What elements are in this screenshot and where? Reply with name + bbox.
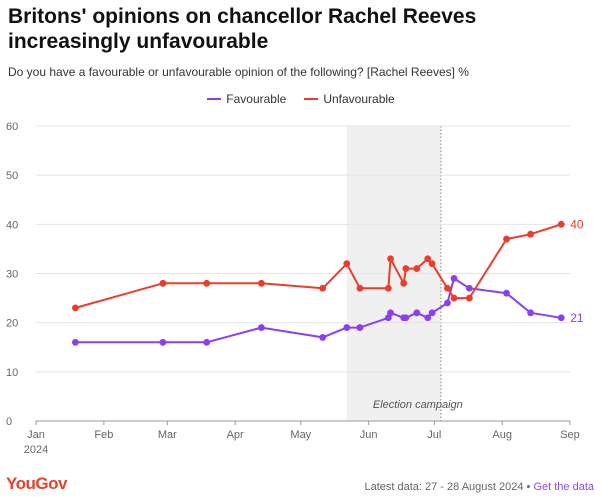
legend-swatch-unfavourable xyxy=(304,98,319,100)
x-tick-label-jul: Jul xyxy=(427,429,441,441)
data-point-favourable-4 xyxy=(319,334,327,341)
legend-label-unfavourable: Unfavourable xyxy=(323,92,395,106)
footer-note: Latest data: 27 - 28 August 2024 • Get t… xyxy=(364,481,594,493)
data-point-unfavourable-10 xyxy=(402,265,410,272)
get-the-data-link[interactable]: Get the data xyxy=(533,481,594,493)
chart-title: Britons' opinions on chancellor Rachel R… xyxy=(8,5,477,53)
data-point-favourable-6 xyxy=(356,324,364,331)
data-point-unfavourable-12 xyxy=(424,255,432,263)
data-point-favourable-18 xyxy=(527,309,535,317)
campaign-label: Election campaign xyxy=(373,399,463,411)
legend-label-favourable: Favourable xyxy=(226,92,287,106)
data-point-unfavourable-19 xyxy=(557,220,565,228)
data-point-unfavourable-18 xyxy=(527,230,535,238)
data-point-unfavourable-15 xyxy=(450,294,458,302)
y-tick-label-50: 50 xyxy=(6,170,18,182)
x-tick-label-sep: Sep xyxy=(560,429,580,441)
data-point-favourable-16 xyxy=(465,284,473,292)
y-tick-label-40: 40 xyxy=(6,219,18,231)
series-unfavourable: 40 xyxy=(71,217,584,312)
data-point-favourable-17 xyxy=(503,289,510,297)
data-point-favourable-3 xyxy=(258,324,265,331)
end-label-unfavourable: 40 xyxy=(570,217,584,231)
data-point-unfavourable-5 xyxy=(343,260,351,268)
data-point-unfavourable-1 xyxy=(159,279,167,287)
data-point-favourable-15 xyxy=(450,275,458,282)
data-point-unfavourable-6 xyxy=(356,284,364,292)
x-tick-label-mar: Mar xyxy=(158,429,177,441)
y-tick-label-30: 30 xyxy=(6,269,18,281)
x-tick-sublabel-jan: 2024 xyxy=(24,444,48,456)
gridlines xyxy=(36,125,570,422)
end-label-favourable: 21 xyxy=(570,311,584,325)
series-favourable: 21 xyxy=(71,275,584,346)
data-point-favourable-14 xyxy=(444,299,451,307)
x-tick-label-jan: Jan xyxy=(27,429,45,441)
data-point-favourable-2 xyxy=(203,338,211,346)
legend-item-favourable[interactable]: Favourable xyxy=(207,92,286,106)
y-tick-label-60: 60 xyxy=(6,121,18,133)
data-point-favourable-12 xyxy=(424,314,432,322)
x-tick-label-jun: Jun xyxy=(360,429,378,441)
data-point-unfavourable-17 xyxy=(503,235,510,243)
chart-subtitle: Do you have a favourable or unfavourable… xyxy=(8,65,469,79)
legend-item-unfavourable[interactable]: Unfavourable xyxy=(304,92,395,106)
data-point-unfavourable-9 xyxy=(400,279,408,287)
x-tick-label-apr: Apr xyxy=(227,429,244,441)
data-point-favourable-0 xyxy=(71,338,79,346)
data-point-unfavourable-2 xyxy=(203,279,211,287)
y-tick-label-20: 20 xyxy=(6,318,18,330)
x-tick-label-feb: Feb xyxy=(94,429,113,441)
legend-swatch-favourable xyxy=(207,98,222,100)
data-point-unfavourable-0 xyxy=(71,304,79,312)
data-point-favourable-13 xyxy=(428,309,436,317)
data-point-favourable-10 xyxy=(402,314,410,322)
data-point-unfavourable-8 xyxy=(387,255,394,263)
data-point-unfavourable-11 xyxy=(413,265,421,272)
data-point-favourable-11 xyxy=(413,309,421,317)
series-group: 21 40 xyxy=(71,217,584,346)
y-tick-label-0: 0 xyxy=(6,416,12,428)
x-tick-label-aug: Aug xyxy=(492,429,512,441)
x-axis-ticks: Jan 2024 Feb Mar Apr May Jun Jul Aug Sep xyxy=(24,421,580,456)
y-axis-ticks: 0 10 20 30 40 50 60 xyxy=(6,121,18,428)
line-chart: Election campaign 0 10 20 30 40 50 60 Jan 2024 F… xyxy=(6,121,584,456)
y-tick-label-10: 10 xyxy=(6,367,18,379)
data-point-unfavourable-3 xyxy=(258,279,265,287)
data-point-favourable-5 xyxy=(343,324,351,331)
data-point-unfavourable-16 xyxy=(465,294,473,302)
latest-data-text: Latest data: 27 - 28 August 2024 • xyxy=(364,481,531,493)
data-point-favourable-8 xyxy=(387,309,394,317)
series-line-unfavourable xyxy=(75,223,562,309)
legend: Favourable Unfavourable xyxy=(0,92,602,106)
data-point-unfavourable-4 xyxy=(319,284,327,292)
yougov-logo: YouGov xyxy=(6,474,67,493)
x-tick-label-may: May xyxy=(290,429,311,441)
data-point-unfavourable-7 xyxy=(384,284,392,292)
data-point-unfavourable-13 xyxy=(428,260,436,268)
data-point-unfavourable-14 xyxy=(444,284,451,292)
data-point-favourable-1 xyxy=(159,338,167,346)
data-point-favourable-19 xyxy=(557,314,565,322)
